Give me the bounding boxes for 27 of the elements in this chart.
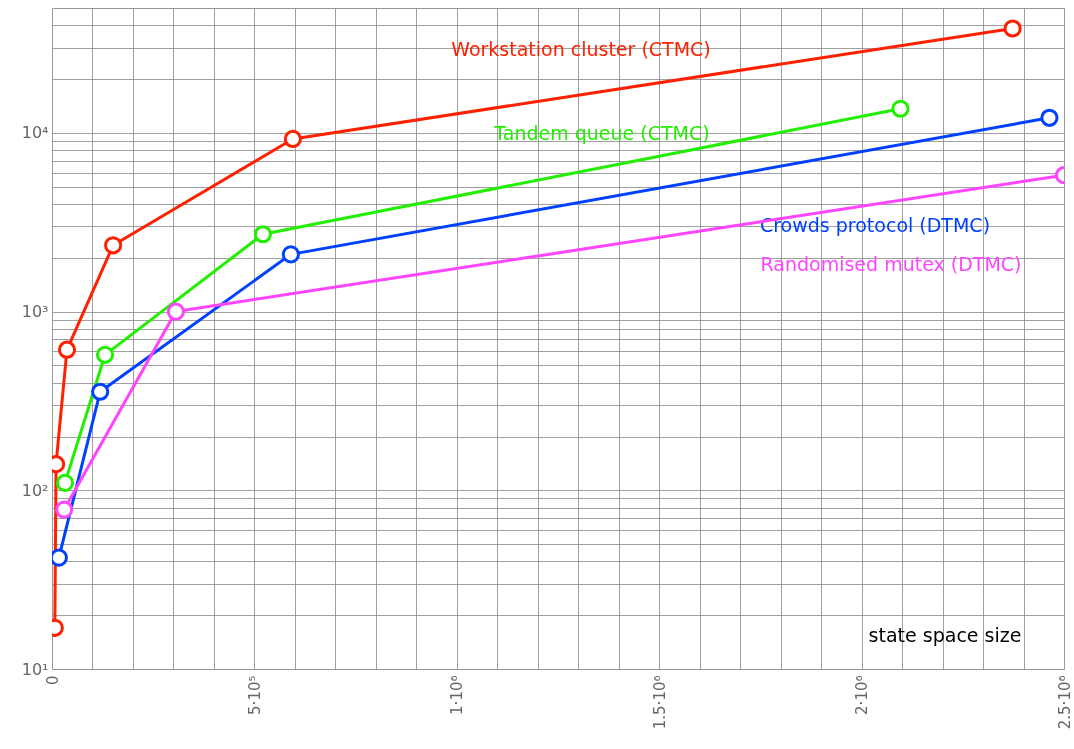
point: [1003, 19, 1022, 38]
point: [891, 99, 910, 118]
text: Crowds protocol (DTMC): [759, 214, 991, 236]
x-axis-title: state space size: [868, 624, 1022, 646]
x-tick-label: 2.5·10⁶: [1055, 675, 1074, 730]
point: [283, 129, 302, 149]
x-tick-label: 0: [43, 675, 62, 686]
y-tick-label: 10³: [21, 302, 49, 322]
series-label: Randomised mutex (DTMC): [760, 253, 1022, 275]
point: [55, 473, 75, 492]
point: [95, 345, 115, 364]
x-tick-label: 1·10⁶: [448, 675, 467, 715]
point: [1040, 108, 1059, 127]
series-label: Workstation cluster (CTMC): [451, 38, 711, 60]
point: [104, 236, 123, 255]
point: [91, 382, 110, 401]
point: [253, 225, 272, 244]
x-tick-label: 5·10⁵: [245, 675, 264, 715]
y-tick-label: 10⁴: [21, 123, 49, 143]
point: [55, 500, 74, 519]
point: [281, 245, 300, 264]
point: [166, 302, 185, 321]
x-tick-label: 1.5·10⁶: [650, 675, 669, 730]
x-tick-label: 2·10⁶: [853, 675, 872, 715]
point: [57, 340, 77, 359]
y-tick-label: 10²: [21, 480, 49, 500]
series-label: Tandem queue (CTMC): [493, 122, 710, 144]
